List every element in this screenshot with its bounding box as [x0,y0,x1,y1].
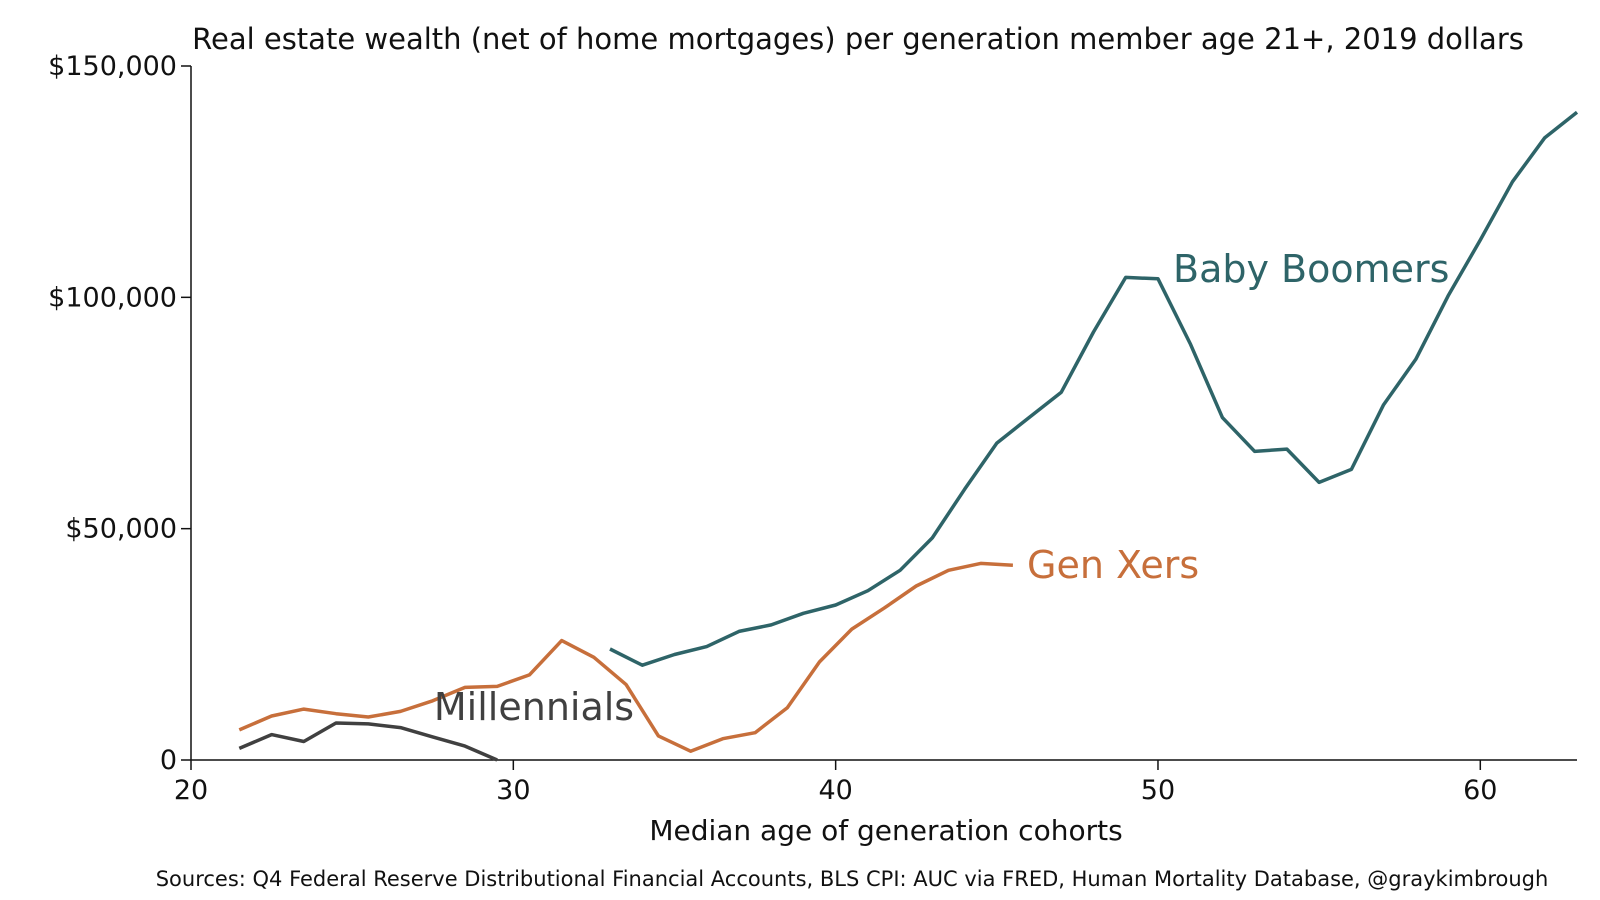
series-line-millennials [238,721,498,762]
y-tick-label: $150,000 [48,51,177,82]
x-tick-label: 30 [496,775,530,806]
x-axis-label: Median age of generation cohorts [649,814,1122,847]
source-note: Sources: Q4 Federal Reserve Distribution… [156,867,1549,891]
series-line-baby-boomers [609,110,1579,667]
x-tick-label: 60 [1463,775,1497,806]
x-tick-label: 50 [1141,775,1175,806]
series-lines [238,110,1579,762]
x-tick-label: 20 [174,775,208,806]
series-label-baby-boomers: Baby Boomers [1173,247,1449,291]
y-tick-label: 0 [160,745,177,776]
chart-title: Real estate wealth (net of home mortgage… [192,22,1524,56]
series-labels: Millennials Gen Xers Baby Boomers [434,247,1450,729]
y-tick-label: $50,000 [65,514,177,545]
x-tick-label: 40 [818,775,852,806]
x-axis: 20 30 40 50 60 [174,759,1577,806]
series-line-gen-xers [238,561,1013,753]
y-axis: 0 $50,000 $100,000 $150,000 [48,51,192,776]
series-label-gen-xers: Gen Xers [1027,543,1199,587]
y-tick-label: $100,000 [48,282,177,313]
series-label-millennials: Millennials [434,685,634,729]
